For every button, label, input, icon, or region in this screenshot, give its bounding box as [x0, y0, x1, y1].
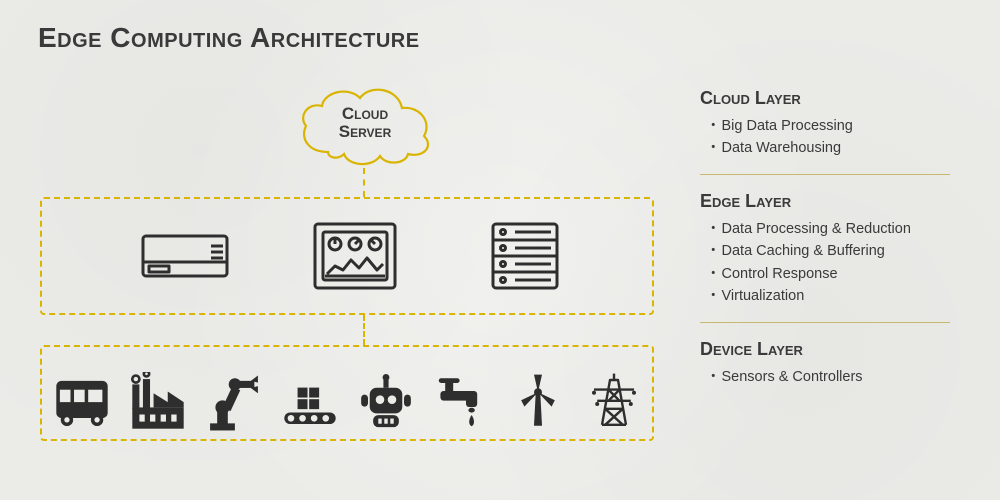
legend-item: Data Caching & Buffering [706, 240, 970, 262]
robot-icon [356, 374, 416, 434]
cloud-label-line2: Server [339, 122, 391, 141]
legend-cloud: Cloud Layer Big Data Processing Data War… [700, 88, 970, 160]
legend-item: Sensors & Controllers [706, 366, 970, 388]
edge-layer-icons [100, 210, 610, 302]
connector-cloud-edge [363, 168, 365, 197]
wind-turbine-icon [510, 368, 566, 434]
robot-arm-icon [203, 372, 265, 434]
legend-item: Control Response [706, 263, 970, 285]
legend-divider [700, 322, 950, 323]
factory-icon [127, 372, 189, 434]
legend-item: Big Data Processing [706, 115, 970, 137]
cloud-label-line1: Cloud [342, 104, 388, 123]
legend-cloud-title: Cloud Layer [700, 88, 970, 109]
legend-divider [700, 174, 950, 175]
legend-item: Virtualization [706, 285, 970, 307]
power-tower-icon [586, 366, 642, 434]
legend-edge-title: Edge Layer [700, 191, 970, 212]
cloud-label: Cloud Server [339, 105, 391, 141]
server-rack-icon [475, 216, 575, 296]
bus-icon [49, 372, 115, 434]
edge-computer-icon [135, 216, 235, 296]
conveyor-icon [277, 376, 343, 434]
legend-device: Device Layer Sensors & Controllers [700, 339, 970, 388]
legend-item: Data Warehousing [706, 137, 970, 159]
page-title: Edge Computing Architecture [38, 22, 420, 54]
device-layer-icons [48, 352, 648, 434]
cloud-node: Cloud Server [290, 80, 440, 170]
legend: Cloud Layer Big Data Processing Data War… [700, 88, 970, 402]
legend-item: Data Processing & Reduction [706, 218, 970, 240]
connector-edge-device [363, 315, 365, 345]
legend-device-title: Device Layer [700, 339, 970, 360]
hmi-panel-icon [305, 216, 405, 296]
legend-edge: Edge Layer Data Processing & Reduction D… [700, 191, 970, 308]
faucet-icon [434, 372, 490, 434]
